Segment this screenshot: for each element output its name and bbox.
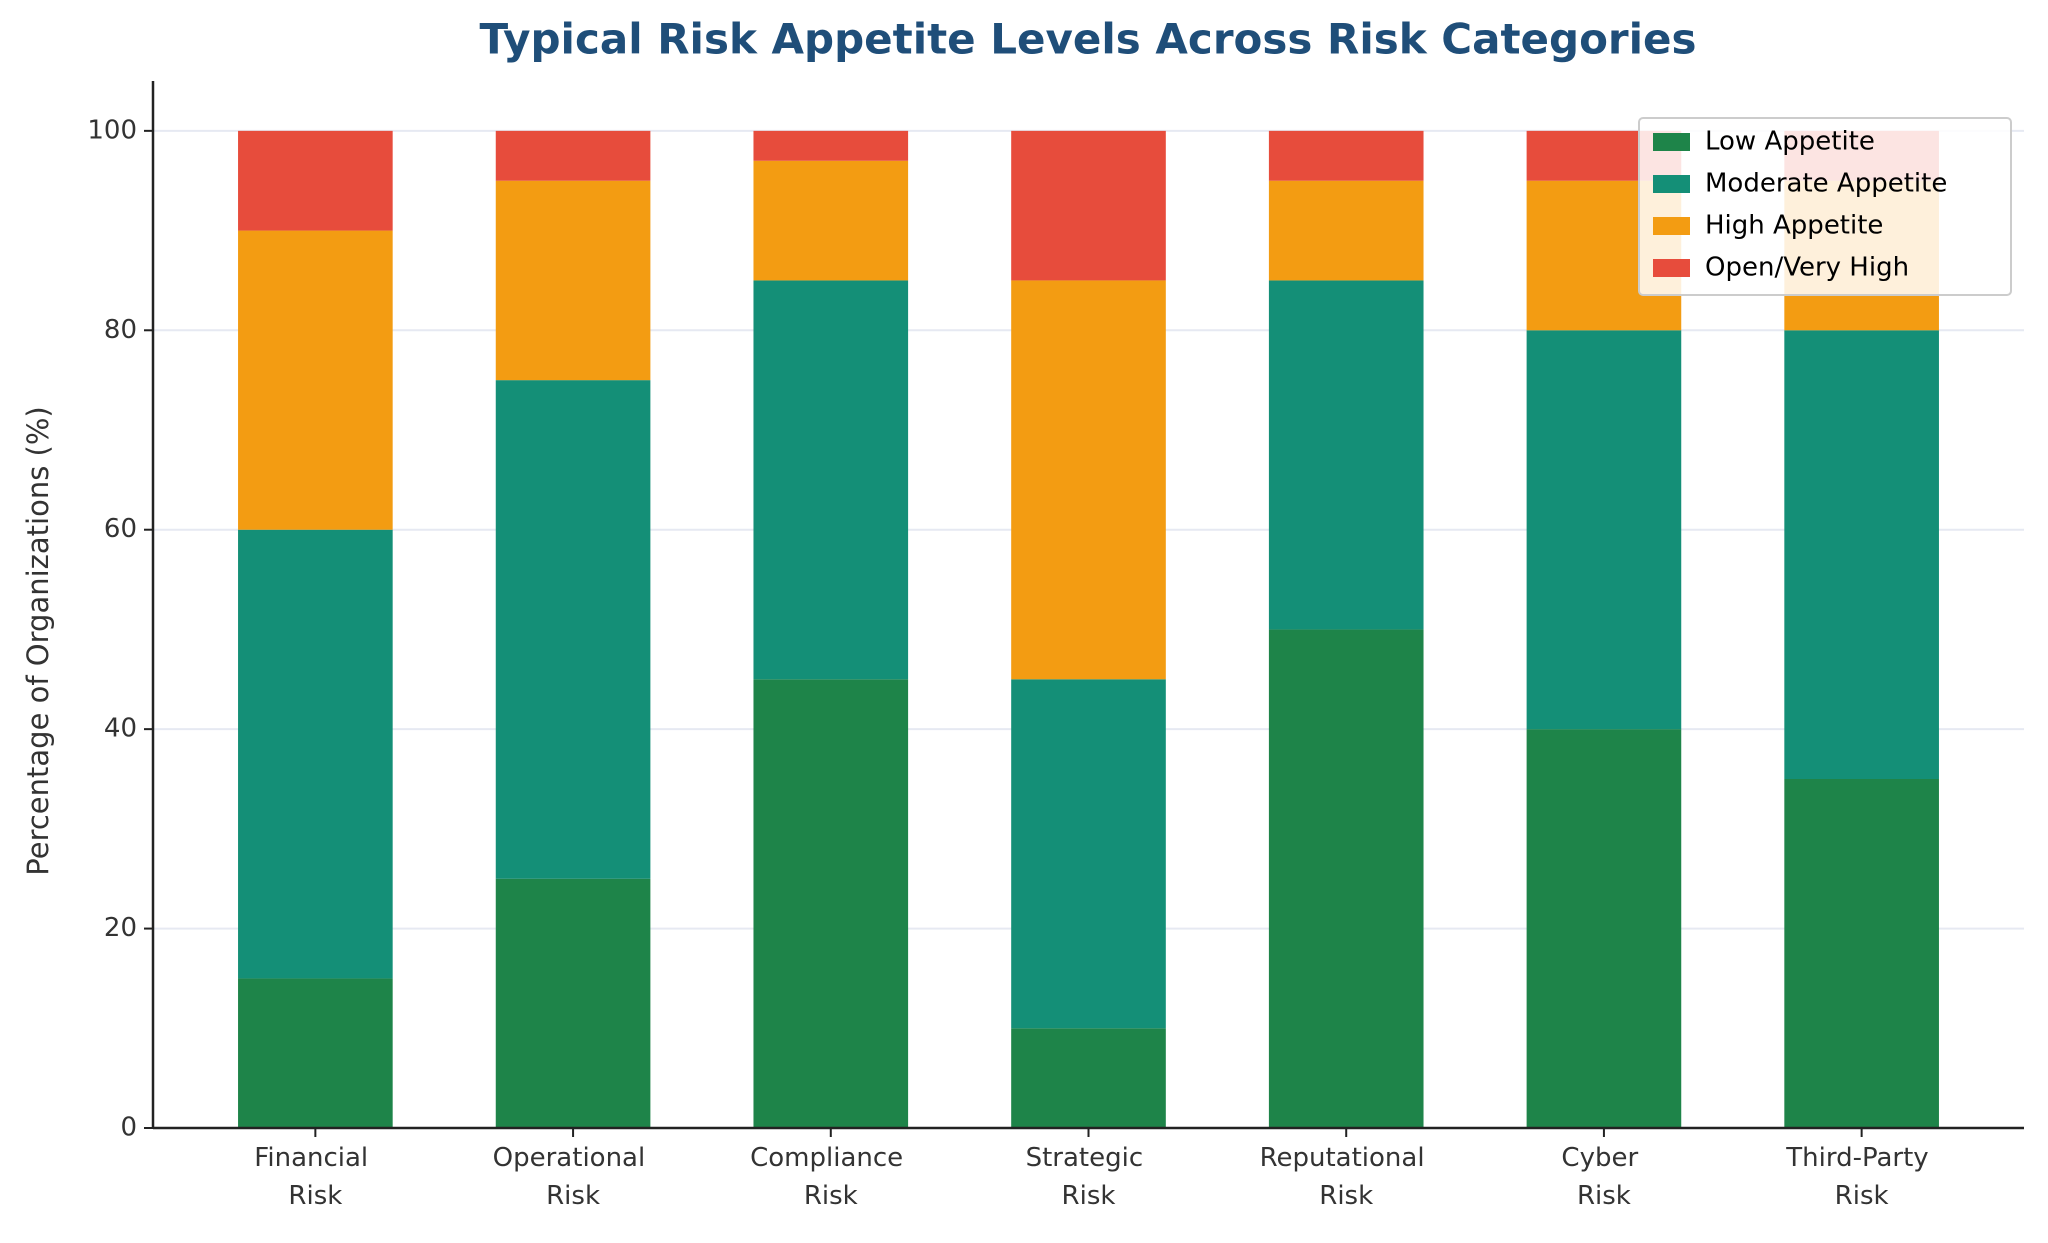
x-tick-label: Compliance Risk [750, 1143, 911, 1211]
legend-label: Low Appetite [1705, 127, 1875, 157]
y-axis-label: Percentage of Organizations (%) [21, 406, 55, 875]
bar-segment [753, 280, 909, 680]
legend-swatch [1653, 133, 1690, 151]
bar-segment [1011, 679, 1166, 1029]
bar-segment [495, 130, 651, 181]
y-tick-label: 60 [104, 514, 137, 544]
x-tick-label: Financial Risk [254, 1143, 376, 1211]
bar-segment [238, 230, 393, 530]
x-tick-label: Reputational Risk [1260, 1143, 1433, 1211]
bar-segment [1268, 180, 1424, 281]
bar-segment [495, 878, 651, 1128]
bar-segment [753, 130, 909, 161]
legend-swatch [1653, 217, 1690, 235]
y-tick-label: 80 [104, 315, 137, 345]
bar-segment [1268, 130, 1424, 181]
y-tick-label: 40 [104, 714, 137, 744]
legend-box [1638, 117, 2012, 296]
legend-label: Moderate Appetite [1705, 169, 1947, 199]
bar-segment [238, 529, 393, 979]
y-tick-label: 0 [120, 1113, 137, 1143]
bar-segment [1011, 1028, 1166, 1128]
legend-swatch [1653, 175, 1690, 193]
bar-segment [753, 160, 909, 281]
x-tick-label: Third-Party Risk [1785, 1143, 1937, 1211]
legend-swatch [1653, 259, 1690, 277]
bar-segment [238, 130, 393, 231]
bar-segment [1268, 280, 1424, 630]
x-tick-label: Cyber Risk [1561, 1143, 1646, 1211]
bar-segment [1011, 130, 1166, 281]
legend-label: Open/Very High [1705, 253, 1909, 283]
bar-segment [1011, 280, 1166, 680]
bar-segment [1784, 779, 1939, 1128]
bar-segment [495, 180, 651, 381]
bar-segment [1526, 729, 1682, 1128]
bar-segment [753, 679, 909, 1128]
bar-segment [495, 380, 651, 879]
bar-segment [238, 978, 393, 1128]
y-tick-label: 100 [87, 115, 137, 145]
bar-segment [1268, 629, 1424, 1128]
bar-segment [1526, 330, 1682, 730]
y-tick-label: 20 [104, 913, 137, 943]
x-tick-label: Strategic Risk [1026, 1143, 1152, 1211]
bar-segment [1784, 330, 1939, 779]
legend-label: High Appetite [1705, 211, 1883, 241]
x-tick-label: Operational Risk [493, 1143, 654, 1211]
chart-title: Typical Risk Appetite Levels Across Risk… [479, 15, 1696, 64]
